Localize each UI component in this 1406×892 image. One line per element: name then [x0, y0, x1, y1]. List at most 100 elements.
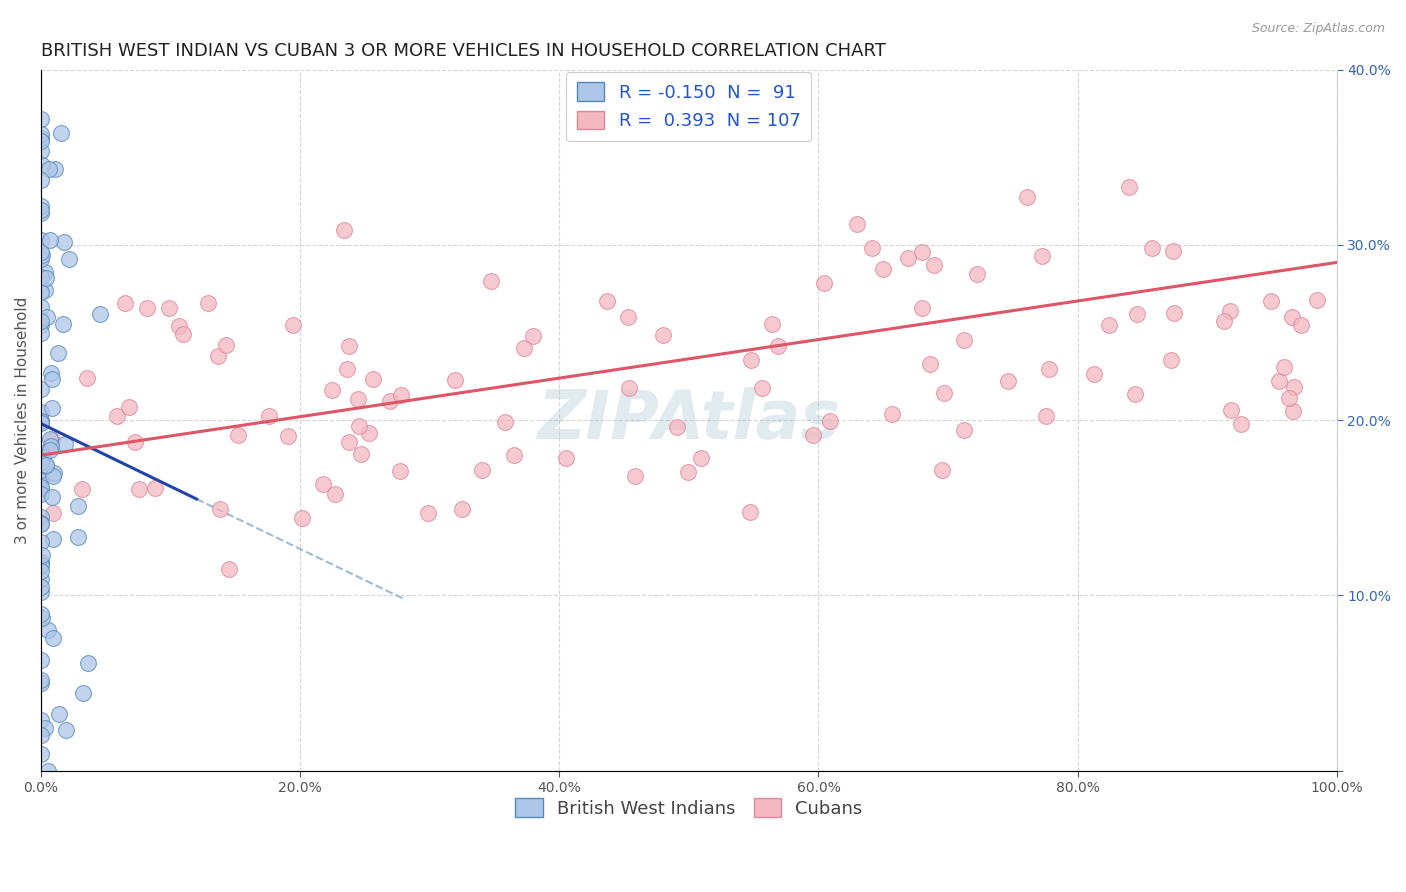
Point: [922, 258, 945, 272]
Y-axis label: 3 or more Vehicles in Household: 3 or more Vehicles in Household: [15, 296, 30, 544]
Point: [738, 504, 761, 518]
Point: [30, 318, 52, 333]
Point: [208, 502, 231, 516]
Point: [651, 327, 673, 342]
Point: [41, 401, 63, 416]
Point: [513, 341, 536, 355]
Point: [966, 267, 988, 281]
Point: [1260, 293, 1282, 308]
Point: [30, 455, 52, 469]
Point: [416, 506, 439, 520]
Point: [690, 451, 713, 466]
Point: [1098, 318, 1121, 332]
Point: [30, 252, 52, 266]
Point: [30, 510, 52, 524]
Point: [30, 203, 52, 218]
Point: [30, 199, 52, 213]
Point: [30, 446, 52, 460]
Point: [1126, 307, 1149, 321]
Point: [30, 414, 52, 428]
Point: [444, 373, 467, 387]
Point: [596, 294, 619, 309]
Point: [1031, 249, 1053, 263]
Point: [751, 381, 773, 395]
Point: [136, 301, 159, 315]
Point: [349, 419, 371, 434]
Point: [30, 558, 52, 572]
Point: [361, 372, 384, 386]
Point: [30, 205, 52, 219]
Point: [30, 300, 52, 314]
Point: [1268, 374, 1291, 388]
Text: BRITISH WEST INDIAN VS CUBAN 3 OR MORE VEHICLES IN HOUSEHOLD CORRELATION CHART: BRITISH WEST INDIAN VS CUBAN 3 OR MORE V…: [41, 42, 886, 60]
Point: [30, 555, 52, 569]
Point: [30, 134, 52, 148]
Point: [291, 510, 314, 524]
Point: [41, 532, 63, 546]
Point: [46, 346, 69, 360]
Point: [72, 482, 94, 496]
Point: [145, 481, 167, 495]
Point: [766, 338, 789, 352]
Point: [503, 448, 526, 462]
Point: [30, 516, 52, 531]
Point: [124, 435, 146, 450]
Point: [740, 353, 762, 368]
Point: [337, 339, 360, 353]
Point: [42, 468, 65, 483]
Point: [30, 245, 52, 260]
Point: [932, 385, 955, 400]
Point: [336, 362, 359, 376]
Point: [42, 506, 65, 520]
Point: [617, 310, 640, 325]
Point: [30, 128, 52, 142]
Point: [818, 414, 841, 428]
Point: [44, 161, 66, 176]
Point: [918, 357, 941, 371]
Point: [30, 607, 52, 621]
Point: [1284, 380, 1306, 394]
Point: [218, 562, 240, 576]
Point: [1015, 190, 1038, 204]
Point: [30, 173, 52, 187]
Point: [76, 371, 98, 385]
Point: [44, 466, 66, 480]
Point: [52, 317, 75, 331]
Point: [30, 535, 52, 549]
Point: [128, 482, 150, 496]
Point: [30, 405, 52, 419]
Point: [337, 435, 360, 450]
Point: [1219, 304, 1241, 318]
Point: [281, 318, 304, 332]
Point: [350, 447, 373, 461]
Point: [67, 499, 90, 513]
Point: [30, 285, 52, 299]
Point: [226, 428, 249, 442]
Point: [67, 530, 90, 544]
Point: [761, 317, 783, 331]
Point: [555, 450, 578, 465]
Point: [30, 452, 52, 467]
Point: [42, 631, 65, 645]
Point: [35, 310, 58, 325]
Point: [1160, 352, 1182, 367]
Point: [1140, 241, 1163, 255]
Point: [1220, 403, 1243, 417]
Point: [1118, 179, 1140, 194]
Point: [34, 265, 56, 279]
Point: [617, 381, 640, 395]
Point: [215, 337, 238, 351]
Point: [49, 127, 72, 141]
Point: [1035, 409, 1057, 423]
Point: [39, 440, 62, 454]
Point: [911, 245, 934, 260]
Point: [89, 307, 111, 321]
Point: [72, 686, 94, 700]
Point: [257, 409, 280, 423]
Point: [357, 425, 380, 440]
Point: [30, 382, 52, 396]
Point: [872, 262, 894, 277]
Point: [207, 349, 229, 363]
Point: [30, 676, 52, 690]
Point: [30, 673, 52, 687]
